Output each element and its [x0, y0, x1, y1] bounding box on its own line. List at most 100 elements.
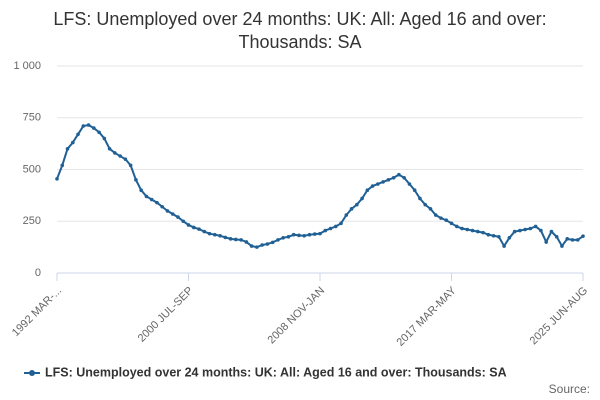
point	[181, 219, 186, 224]
point	[276, 238, 280, 242]
point	[218, 233, 222, 238]
point	[97, 130, 101, 135]
point	[570, 238, 575, 242]
point	[407, 182, 412, 186]
point	[428, 207, 433, 211]
x-tick-label: 2017 MAR-MAY	[395, 284, 460, 349]
y-tick-label: 750	[23, 112, 41, 124]
point	[60, 163, 65, 168]
point	[81, 124, 86, 128]
point	[381, 180, 385, 184]
y-tick-label: 250	[23, 215, 41, 227]
point	[249, 244, 254, 248]
point	[186, 223, 191, 227]
point	[92, 126, 96, 130]
point	[397, 172, 401, 177]
point	[213, 232, 217, 237]
point	[423, 202, 428, 207]
point	[86, 123, 91, 127]
x-tick-label: 2008 NOV-JAN	[266, 285, 328, 347]
y-tick-label: 500	[23, 163, 41, 175]
point	[197, 227, 201, 231]
point	[444, 218, 449, 223]
point	[312, 232, 317, 236]
point	[565, 237, 570, 241]
point	[460, 226, 464, 231]
y-tick-label: 1 000	[13, 60, 41, 72]
point	[118, 154, 122, 158]
point	[339, 221, 343, 226]
point	[207, 231, 212, 236]
source: Source:	[549, 382, 590, 396]
point	[234, 237, 238, 242]
point	[433, 213, 438, 217]
point	[523, 227, 527, 232]
point	[333, 224, 338, 229]
point	[323, 228, 328, 233]
point	[144, 194, 149, 199]
point	[465, 227, 470, 232]
point	[449, 221, 454, 226]
point	[486, 232, 491, 237]
point	[497, 234, 501, 239]
x-tick-label: 1992 MAR-...	[10, 285, 64, 339]
point	[307, 232, 312, 237]
point	[386, 178, 391, 182]
point	[244, 240, 249, 244]
point	[170, 212, 175, 216]
point	[533, 224, 538, 229]
point	[260, 243, 264, 247]
point	[539, 228, 543, 233]
point	[291, 232, 296, 237]
point	[76, 132, 80, 137]
chart-title: LFS: Unemployed over 24 months: UK: All:…	[53, 9, 547, 52]
point	[202, 229, 207, 234]
point	[376, 182, 380, 186]
point	[544, 240, 548, 244]
point	[270, 240, 275, 245]
point	[476, 229, 480, 234]
point	[191, 225, 196, 230]
point	[470, 228, 475, 233]
point	[149, 197, 154, 202]
point	[281, 236, 285, 240]
point	[491, 233, 496, 238]
x-tick-label: 2025 JUN-AUG	[528, 285, 591, 348]
point	[418, 196, 422, 201]
point	[581, 234, 585, 238]
point	[439, 216, 443, 220]
legend-label: LFS: Unemployed over 24 months: UK: All:…	[45, 365, 507, 379]
point	[70, 140, 75, 145]
point	[165, 209, 170, 213]
point	[512, 229, 517, 234]
point	[507, 236, 512, 240]
point	[560, 244, 564, 248]
point	[349, 207, 354, 211]
point	[239, 238, 243, 242]
legend-marker	[29, 370, 35, 376]
point	[360, 196, 364, 201]
point	[297, 233, 301, 238]
point	[155, 200, 159, 205]
y-tick-label: 0	[35, 267, 41, 279]
point	[328, 226, 333, 231]
point	[55, 177, 59, 181]
point	[128, 163, 133, 168]
point	[549, 229, 554, 234]
point	[454, 224, 459, 229]
x-tick-label: 2000 JUL-SEP	[136, 285, 196, 345]
point	[481, 230, 485, 235]
point	[318, 231, 322, 236]
point	[255, 245, 259, 249]
point	[355, 202, 359, 207]
point	[265, 242, 270, 246]
point	[502, 244, 506, 248]
point	[107, 147, 112, 151]
point	[134, 178, 138, 182]
point	[139, 188, 143, 192]
point	[391, 175, 396, 180]
point	[102, 136, 107, 141]
point	[344, 213, 349, 217]
